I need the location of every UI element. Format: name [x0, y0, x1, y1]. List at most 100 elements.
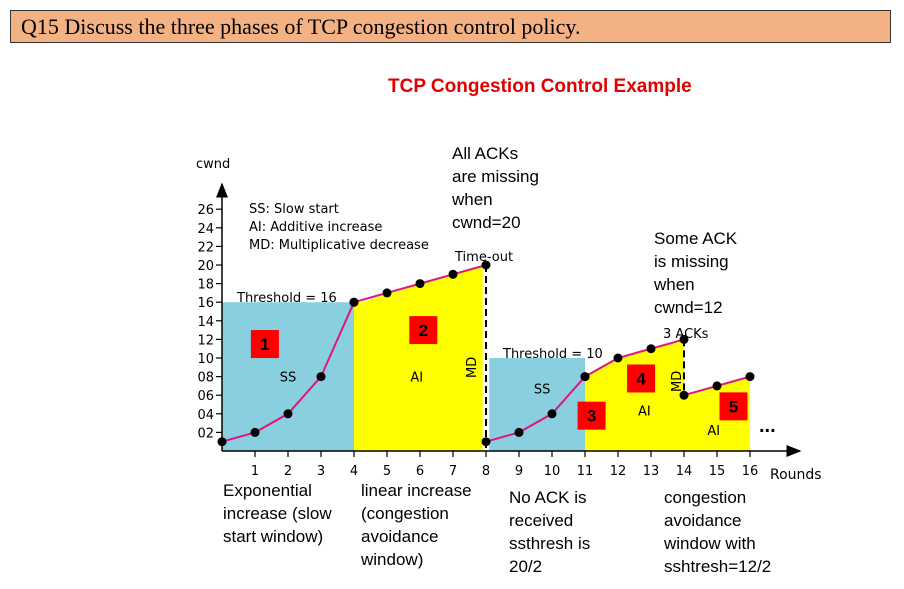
threshold-10-label: Threshold = 10 [502, 347, 603, 362]
linear-line: window) [360, 550, 423, 569]
data-point [679, 390, 689, 400]
data-point [514, 427, 524, 437]
data-point [349, 297, 359, 307]
x-tick-label: 1 [251, 464, 259, 479]
some-ack-note: Some ACK is missing when cwnd=12 [653, 229, 738, 317]
no-ack-line: ssthresh is [509, 534, 590, 553]
region-label-ai: AI [410, 370, 423, 385]
question-text: Q15 Discuss the three phases of TCP cong… [21, 14, 581, 39]
y-tick-label: 08 [197, 371, 214, 386]
region-label-ai: AI [707, 424, 720, 439]
x-tick-label: 7 [449, 464, 457, 479]
all-acks-line: cwnd=20 [452, 213, 521, 232]
region-label-ss: SS [280, 370, 297, 385]
x-tick-label: 6 [416, 464, 424, 479]
y-tick-label: 18 [197, 278, 214, 293]
data-point [283, 409, 293, 419]
congestion-note: congestion avoidance window with sshtres… [663, 488, 771, 576]
congestion-line: window with [663, 534, 756, 553]
no-ack-line: received [509, 511, 573, 530]
series-line-3 [485, 375, 586, 443]
axis-ticks: 1 2 3 4 5 6 7 8 9 10 11 12 13 14 15 1602040608101214161… [197, 203, 758, 479]
data-point [382, 288, 392, 298]
y-tick-label: 10 [197, 352, 214, 367]
region-label-ss: SS [534, 382, 551, 397]
data-point [250, 427, 260, 437]
phase-number-box [409, 316, 438, 345]
congestion-line: avoidance [664, 511, 742, 530]
region-3 [489, 358, 585, 451]
y-tick-label: 26 [197, 203, 214, 218]
linear-line: linear increase [361, 481, 472, 500]
x-axis-label: Rounds [770, 467, 822, 483]
y-tick-label: 04 [197, 408, 214, 423]
x-tick-label: 16 [742, 464, 759, 479]
linear-note: linear increase (congestion avoidance wi… [360, 481, 472, 569]
legend: SS: Slow start AI: Additive increase MD:… [249, 202, 429, 253]
data-point [316, 372, 326, 382]
all-acks-line: are missing [452, 167, 539, 186]
cwnd-series [217, 260, 755, 447]
data-point [580, 372, 590, 382]
some-ack-line: Some ACK [654, 229, 738, 248]
timeout-label: Time-out [454, 250, 513, 265]
x-tick-label: 12 [610, 464, 627, 479]
congestion-line: congestion [664, 488, 746, 507]
y-tick-label: 16 [197, 296, 214, 311]
y-axis-label: cwnd [196, 157, 230, 172]
linear-line: (congestion [361, 504, 449, 523]
all-acks-line: when [451, 190, 493, 209]
y-tick-label: 02 [197, 426, 214, 441]
three-acks-label: 3 ACKs [663, 327, 709, 342]
data-point [217, 437, 227, 447]
phase-number-box [719, 392, 748, 421]
md-label-1: MD [465, 357, 480, 378]
region-label-ai: AI [638, 405, 651, 420]
some-ack-line: cwnd=12 [654, 298, 723, 317]
some-ack-line: when [653, 275, 695, 294]
phase-number-box [250, 330, 279, 359]
exponential-note: Exponential increase (slow start window) [223, 481, 332, 546]
threshold-16-label: Threshold = 16 [236, 291, 337, 306]
exponential-line: start window) [223, 527, 323, 546]
phase-number-label: 3 [587, 407, 596, 426]
exponential-line: Exponential [223, 481, 312, 500]
x-tick-label: 15 [709, 464, 726, 479]
no-ack-line: 20/2 [509, 557, 542, 576]
ellipsis: ... [759, 415, 776, 437]
no-ack-line: No ACK is [509, 488, 586, 507]
series-line-4 [584, 338, 685, 378]
md-dashed-lines [485, 265, 685, 451]
data-point [613, 353, 623, 363]
data-point [547, 409, 557, 419]
x-tick-label: 10 [544, 464, 561, 479]
data-point [481, 260, 491, 270]
data-point [481, 437, 491, 447]
question-banner: Q15 Discuss the three phases of TCP cong… [10, 10, 891, 43]
some-ack-line: is missing [654, 252, 729, 271]
data-point [679, 334, 689, 344]
region-labels: SS 1 AI 2 SS 3 AI 4 AI 5 [250, 316, 748, 439]
all-acks-line: All ACKs [452, 144, 518, 163]
y-tick-label: 06 [197, 389, 214, 404]
data-point [646, 344, 656, 354]
legend-ai: AI: Additive increase [249, 220, 382, 235]
phase-number-label: 2 [419, 321, 428, 340]
data-point [712, 381, 722, 391]
y-tick-label: 14 [197, 315, 214, 330]
all-acks-note: All ACKs are missing when cwnd=20 [451, 144, 539, 232]
region-4 [585, 339, 684, 451]
x-tick-label: 9 [515, 464, 523, 479]
x-tick-label: 13 [643, 464, 660, 479]
phase-number-box [577, 401, 606, 430]
y-tick-label: 24 [197, 222, 214, 237]
phase-number-label: 1 [260, 335, 269, 354]
phase-number-label: 5 [729, 397, 738, 416]
x-tick-label: 14 [676, 464, 693, 479]
linear-line: avoidance [361, 527, 439, 546]
x-tick-label: 8 [482, 464, 490, 479]
phase-number-box [627, 364, 656, 393]
data-point [745, 372, 755, 382]
md-label-2: MD [670, 371, 685, 392]
